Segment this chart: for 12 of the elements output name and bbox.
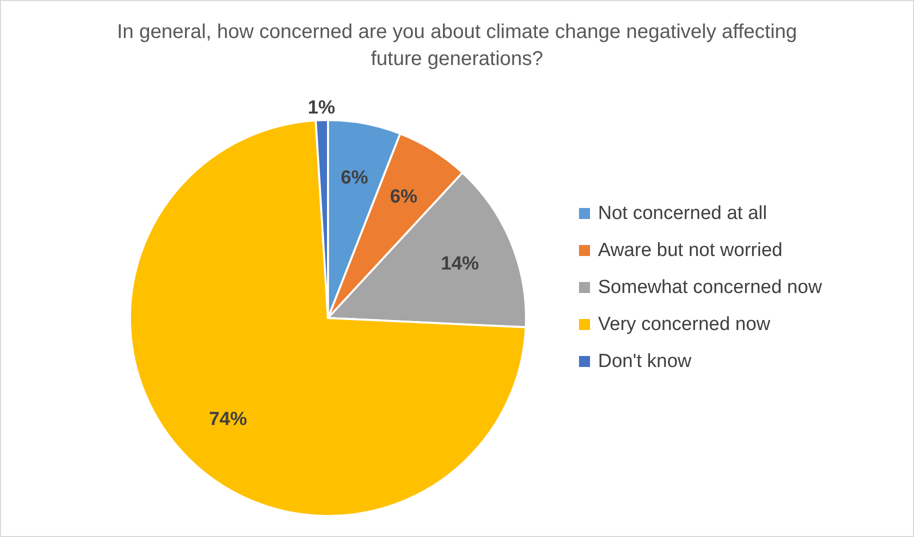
data-label: 6%: [340, 167, 368, 188]
legend-label: Very concerned now: [598, 314, 770, 336]
legend-label: Somewhat concerned now: [598, 276, 822, 298]
chart-title: In general, how concerned are you about climate change negatively affecting future generations?: [116, 20, 798, 72]
legend-label: Aware but not worried: [598, 240, 782, 262]
data-label: 74%: [208, 409, 248, 430]
pie-slice: [129, 119, 527, 517]
data-label: 1%: [308, 98, 336, 119]
data-label: 6%: [390, 186, 418, 208]
data-label: 14%: [440, 253, 480, 274]
legend-label: Don't know: [598, 350, 692, 372]
legend-label: Not concerned at all: [598, 202, 767, 224]
